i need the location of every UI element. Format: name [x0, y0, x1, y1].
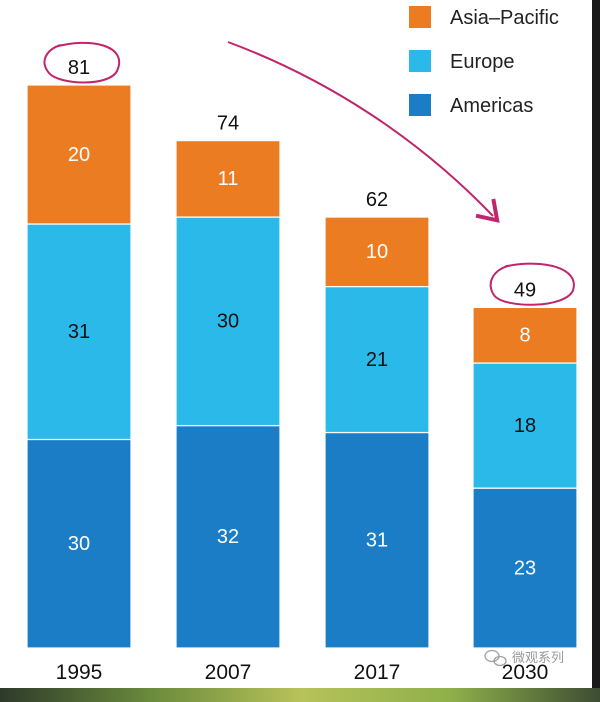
legend-label-americas: Americas: [450, 95, 533, 117]
bar-segment-europe-1995: [26, 223, 132, 441]
bar-segment-americas-2007: [175, 424, 281, 649]
bar-segment-asia-pacific-2017: [324, 216, 430, 288]
bar-segment-europe-2017: [324, 285, 430, 434]
annotation-arrow: [227, 41, 500, 223]
legend-swatch-europe: [409, 50, 431, 72]
chart-area: 30 31 20 81 32 30 11 74 31 21 10 62 23 18 8 49 1995 2007…: [0, 0, 592, 688]
x-tick-label-2030: 2030: [502, 661, 549, 684]
wechat-icon: [484, 649, 507, 667]
bar-segment-europe-2007: [175, 216, 281, 427]
x-tick-label-2007: 2007: [205, 661, 252, 684]
stacked-bar-chart: 30 31 20 81 32 30 11 74 31 21 10 62 23 18 8 49 1995 2007…: [26, 6, 578, 684]
data-label-asia-pacific-2017: 10: [366, 241, 388, 263]
legend-swatch-americas: [409, 94, 431, 116]
watermark: 微观系列: [484, 649, 564, 667]
bar-segment-americas-1995: [26, 438, 132, 649]
x-tick-label-2017: 2017: [354, 661, 401, 684]
data-label-americas-2030: 23: [514, 557, 536, 579]
data-label-europe-2017: 21: [366, 349, 388, 371]
bar-segment-americas-2017: [324, 431, 430, 649]
data-label-europe-2030: 18: [514, 415, 536, 437]
total-label-1995: 81: [68, 57, 90, 79]
data-label-asia-pacific-2030: 8: [519, 325, 530, 347]
legend-swatch-asia-pacific: [409, 6, 431, 28]
total-label-2017: 62: [366, 189, 388, 211]
right-gutter: [592, 0, 600, 688]
annotation-circle-1995: [43, 41, 121, 84]
total-label-2030: 49: [514, 279, 536, 301]
annotation-circle-2030: [489, 262, 575, 306]
data-label-americas-2017: 31: [366, 530, 388, 552]
legend-label-europe: Europe: [450, 51, 515, 73]
total-label-2007: 74: [217, 113, 239, 135]
data-label-europe-2007: 30: [217, 311, 239, 333]
bar-segment-asia-pacific-2030: [472, 306, 578, 364]
legend-label-asia-pacific: Asia–Pacific: [450, 7, 559, 29]
bar-segment-asia-pacific-2007: [175, 140, 281, 218]
bottom-strip: [0, 688, 600, 702]
bar-segment-europe-2030: [472, 362, 578, 489]
data-label-americas-1995: 30: [68, 533, 90, 555]
watermark-text: 微观系列: [512, 650, 564, 665]
bar-segment-americas-2030: [472, 487, 578, 649]
data-label-asia-pacific-1995: 20: [68, 144, 90, 166]
data-label-europe-1995: 31: [68, 321, 90, 343]
bar-segment-asia-pacific-1995: [26, 84, 132, 225]
x-tick-label-1995: 1995: [56, 661, 103, 684]
data-label-americas-2007: 32: [217, 526, 239, 548]
data-label-asia-pacific-2007: 11: [218, 168, 239, 190]
